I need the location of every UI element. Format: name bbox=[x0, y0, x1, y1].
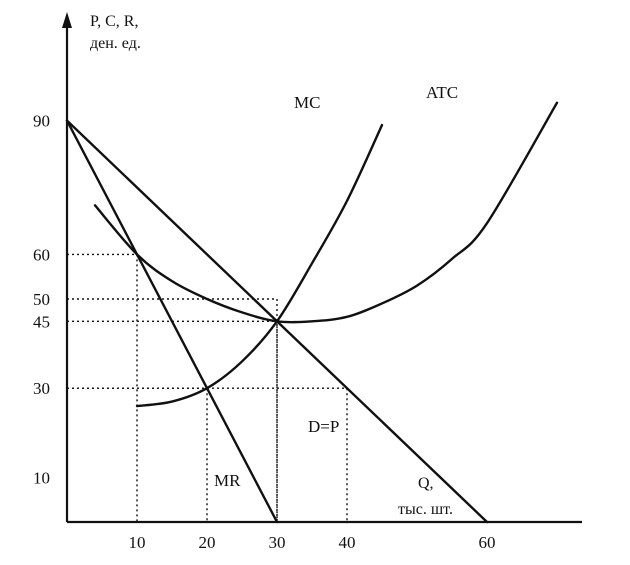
curve-label-atc: ATC bbox=[426, 83, 458, 102]
y-axis-title-line-0: P, C, R, bbox=[90, 13, 138, 30]
x-tick-label-10: 10 bbox=[129, 533, 146, 552]
y-tick-label-60: 60 bbox=[33, 245, 50, 264]
x-axis-title-line-0: Q, bbox=[418, 475, 434, 492]
curve-label-d-p: D=P bbox=[308, 417, 339, 436]
y-tick-label-30: 30 bbox=[33, 379, 50, 398]
x-tick-label-30: 30 bbox=[269, 533, 286, 552]
x-tick-label-60: 60 bbox=[479, 533, 496, 552]
y-axis-title-line-1: ден. ед. bbox=[90, 35, 141, 52]
y-tick-label-45: 45 bbox=[33, 312, 50, 331]
curve-label-mr: MR bbox=[214, 471, 241, 490]
y-axis-arrow bbox=[62, 12, 72, 28]
curve-mr bbox=[65, 119, 279, 524]
tick-labels: 10 20 30 40 60 10 30 45 50 60 90 bbox=[33, 112, 496, 552]
x-tick-label-20: 20 bbox=[199, 533, 216, 552]
curve-mc bbox=[135, 123, 384, 408]
y-tick-label-10: 10 bbox=[33, 468, 50, 487]
curves: D=P MR MC ATC bbox=[65, 83, 559, 524]
y-tick-label-50: 50 bbox=[33, 290, 50, 309]
x-axis-title-line-1: тыс. шт. bbox=[398, 501, 453, 518]
x-tick-label-40: 40 bbox=[339, 533, 356, 552]
curve-atc bbox=[93, 101, 559, 324]
curve-label-mc: MC bbox=[294, 93, 320, 112]
axis-titles: P, C, R, ден. ед. Q, тыс. шт. bbox=[90, 13, 453, 518]
y-tick-label-90: 90 bbox=[33, 112, 50, 131]
axes bbox=[62, 12, 582, 524]
